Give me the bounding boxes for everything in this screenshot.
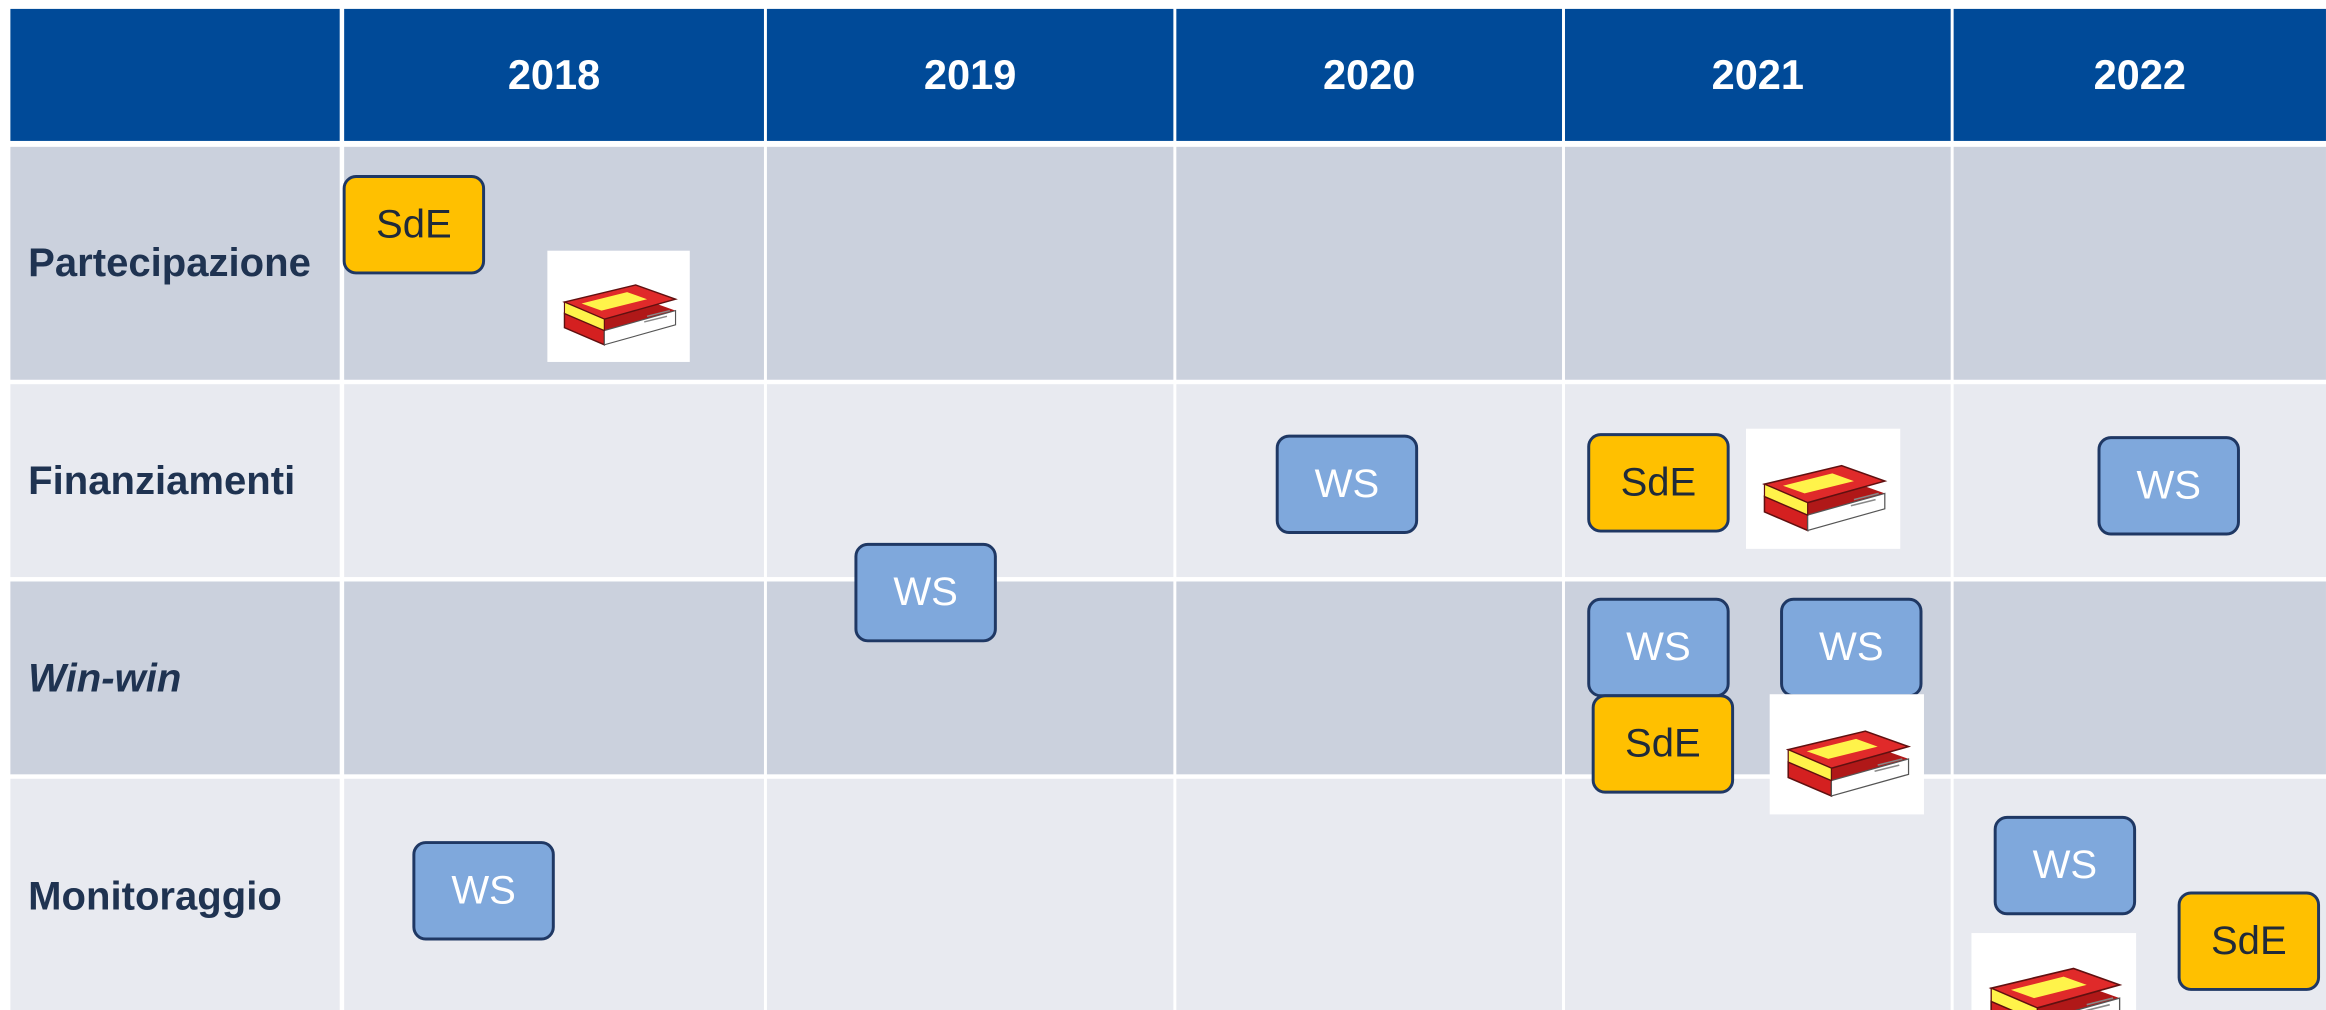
ws-badge: WS: [1780, 598, 1922, 697]
ws-badge: WS: [2098, 436, 2240, 535]
sde-badge: SdE: [1592, 694, 1734, 793]
ws-badge: WS: [1276, 435, 1418, 534]
cell: [1954, 581, 2326, 774]
row-label: Monitoraggio: [10, 779, 339, 1010]
cell: [344, 581, 764, 774]
cell: [1176, 581, 1562, 774]
year-header: 2019: [767, 9, 1173, 141]
book-icon: [1971, 933, 2136, 1010]
year-header: 2018: [344, 9, 764, 141]
sde-badge: SdE: [1587, 433, 1729, 532]
book-icon: [547, 251, 689, 362]
year-header: 2022: [1954, 9, 2326, 141]
cell: [1565, 147, 1951, 380]
ws-badge: WS: [1994, 816, 2136, 915]
year-header: 2021: [1565, 9, 1951, 141]
page: 2018 2019 2020 2021 2022 Partecipazione …: [0, 0, 2326, 1010]
sde-badge: SdE: [2178, 892, 2320, 991]
header-corner: [10, 9, 339, 141]
cell: [1176, 779, 1562, 1010]
ws-badge: WS: [412, 841, 554, 940]
cell: [1954, 147, 2326, 380]
row-label: Partecipazione: [10, 147, 339, 380]
year-header: 2020: [1176, 9, 1562, 141]
row-label: Win-win: [10, 581, 339, 774]
book-icon: [1746, 429, 1900, 549]
cell: [767, 779, 1173, 1010]
book-icon: [1770, 694, 1924, 814]
cell: [344, 384, 764, 577]
ws-badge: WS: [1587, 598, 1729, 697]
cell: [767, 147, 1173, 380]
ws-badge: WS: [854, 543, 996, 642]
row-label: Finanziamenti: [10, 384, 339, 577]
sde-badge: SdE: [343, 175, 485, 274]
cell: [1176, 147, 1562, 380]
timeline-table: 2018 2019 2020 2021 2022 Partecipazione …: [0, 0, 2326, 1010]
